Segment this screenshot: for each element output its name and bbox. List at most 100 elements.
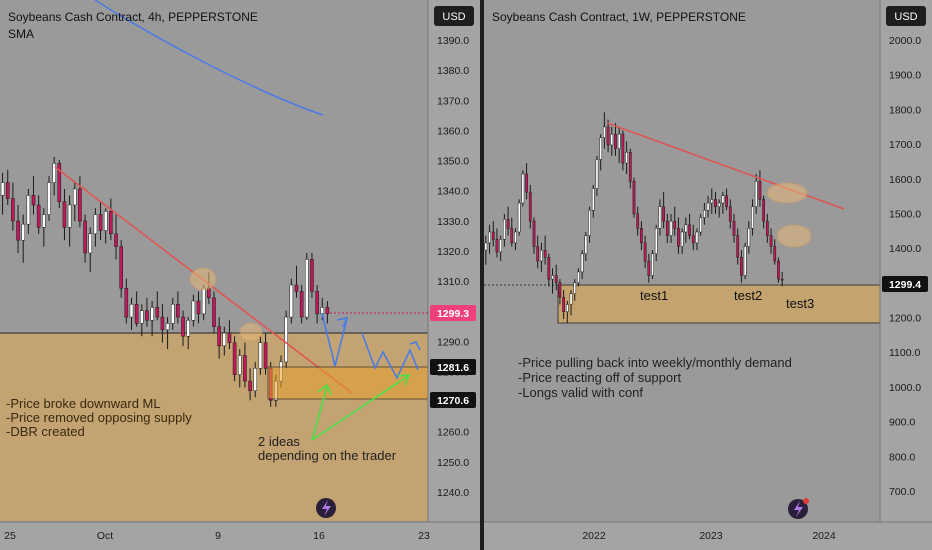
- left-candle-body: [11, 198, 15, 222]
- left-candle-body: [248, 380, 252, 391]
- right-candle-body: [540, 249, 543, 262]
- left-candle-body: [201, 287, 206, 315]
- left-y-tick: 1310.0: [437, 276, 469, 288]
- left-candle-body: [67, 204, 72, 228]
- left-candle-body: [36, 204, 41, 228]
- left-candle-body: [26, 195, 31, 225]
- left-candle-body: [320, 307, 325, 315]
- current-price-badge: [430, 305, 476, 321]
- right-candle-body: [510, 228, 514, 244]
- right-candle-body: [721, 195, 725, 204]
- right-candle-body: [580, 253, 584, 273]
- right-candle-body: [554, 275, 558, 283]
- weekly-demand-zone: [557, 284, 881, 324]
- notification-dot: [803, 498, 809, 504]
- pane-divider[interactable]: [480, 0, 484, 550]
- right-candle-body: [628, 152, 632, 182]
- right-x-ticks: 2022 2023 2024: [582, 530, 836, 542]
- left-candle-body: [109, 211, 113, 235]
- right-currency-button[interactable]: [886, 6, 926, 26]
- right-candle-body: [543, 249, 547, 258]
- right-chart[interactable]: test1 test2 test3 2000.0 1900.0 1800.0 1700…: [484, 0, 932, 550]
- right-candle-body: [547, 257, 551, 280]
- right-candle-body: [603, 126, 606, 138]
- left-candle-body: [72, 188, 77, 206]
- sma-line: [94, 0, 324, 116]
- right-time-axis[interactable]: [484, 522, 932, 550]
- left-y-tick: 1340.0: [437, 186, 469, 198]
- green-arrow-1: [311, 386, 328, 441]
- left-x-tick: 23: [418, 530, 430, 542]
- left-candle-body: [212, 297, 216, 327]
- right-candle-body: [703, 210, 706, 218]
- blue-idea-path-1: [321, 312, 348, 367]
- right-y-tick: 1800.0: [889, 104, 921, 116]
- right-y-tick: 900.0: [889, 417, 915, 429]
- weekly-supply-ellipse-1: [766, 182, 808, 204]
- right-candle-body: [484, 242, 488, 251]
- left-x-ticks: 25 Oct 9 16 23: [4, 530, 430, 542]
- right-note-2: -Price reacting off of support: [518, 370, 681, 385]
- left-y-tick: 1260.0: [437, 427, 469, 439]
- lightning-icon: [322, 500, 331, 516]
- left-candle-body: [289, 284, 294, 318]
- left-candle-body: [62, 201, 67, 228]
- right-y-tick: 1200.0: [889, 313, 921, 325]
- right-candle-body: [762, 199, 765, 222]
- right-candle-body: [736, 235, 740, 258]
- right-candle-body: [662, 206, 665, 222]
- left-candle-body: [253, 368, 258, 391]
- left-candle-body: [305, 259, 309, 318]
- right-candle-body: [610, 133, 614, 146]
- left-price-axis[interactable]: [428, 0, 480, 550]
- right-candle-body: [654, 228, 658, 254]
- left-candle-body: [114, 233, 118, 247]
- blue-idea-path-2: [361, 332, 419, 380]
- lower-level-badge: [430, 392, 476, 408]
- right-y-tick: 800.0: [889, 451, 915, 463]
- right-candle-body: [565, 304, 569, 312]
- upper-level-badge: [430, 359, 476, 375]
- left-chart[interactable]: 1390.0 1380.0 1370.0 1360.0 1350.0 1340.0 1330…: [0, 0, 480, 550]
- right-x-tick: 2023: [699, 530, 723, 542]
- green-arrow-2: [311, 375, 409, 441]
- left-note-2: -Price removed opposing supply: [6, 410, 192, 425]
- left-candle-body: [31, 195, 36, 206]
- right-y-tick: 1400.0: [889, 243, 921, 255]
- left-y-tick: 1370.0: [437, 95, 469, 107]
- supply-ellipse-1: [189, 267, 217, 291]
- right-candle-body: [680, 231, 684, 247]
- left-candle-body: [227, 332, 232, 343]
- left-y-tick: 1360.0: [437, 125, 469, 137]
- left-candle-body: [129, 303, 134, 318]
- right-candle-body: [562, 297, 565, 312]
- left-candle-body: [160, 316, 165, 331]
- left-y-tick: 1240.0: [437, 487, 469, 499]
- right-candle-body: [495, 239, 499, 253]
- left-candle-body: [243, 355, 247, 382]
- right-y-tick: 1000.0: [889, 382, 921, 394]
- left-time-axis[interactable]: [0, 522, 480, 550]
- left-candle-body: [145, 310, 149, 321]
- right-candle-body: [621, 133, 625, 164]
- left-currency-button[interactable]: [434, 6, 474, 26]
- right-candle-body: [528, 191, 532, 222]
- left-candle-body: [42, 214, 46, 228]
- right-candle-body: [591, 188, 595, 211]
- right-candle-body: [517, 202, 521, 233]
- right-note-1: -Price pulling back into weekly/monthly …: [518, 355, 792, 370]
- left-candle-body: [191, 300, 196, 321]
- right-candle-body: [532, 220, 536, 247]
- left-candle-body: [237, 355, 242, 375]
- sma-indicator-label[interactable]: SMA: [8, 27, 34, 41]
- right-candle-body: [658, 206, 662, 229]
- right-chart-pane[interactable]: test1 test2 test3 2000.0 1900.0 1800.0 1700…: [484, 0, 932, 550]
- right-candle-body: [491, 231, 495, 240]
- right-price-axis[interactable]: [880, 0, 932, 550]
- left-candle-body: [21, 223, 25, 241]
- left-candle-body: [232, 342, 237, 375]
- left-chart-pane[interactable]: 1390.0 1380.0 1370.0 1360.0 1350.0 1340.0 1330…: [0, 0, 480, 550]
- left-candle-body: [217, 326, 221, 347]
- right-candle-body: [525, 173, 528, 193]
- left-candle-body: [258, 342, 263, 369]
